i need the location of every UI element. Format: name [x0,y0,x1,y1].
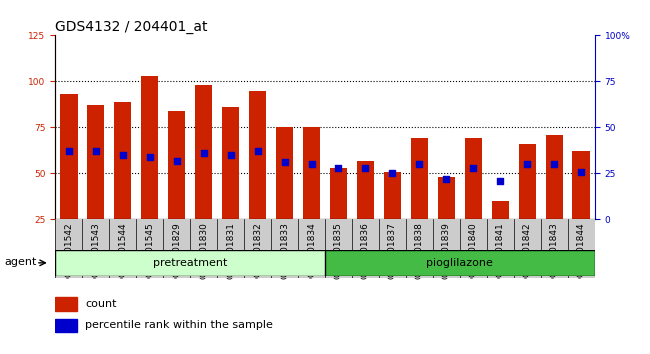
Point [333,165,344,171]
Point [64,149,74,154]
Bar [460,35,487,219]
Point [118,152,128,158]
Bar [244,35,271,219]
Bar [514,35,541,219]
Point [495,178,506,184]
Point [387,171,398,176]
Point [306,161,317,167]
Bar [357,161,374,219]
Bar [545,135,563,219]
Text: GSM201830: GSM201830 [199,222,208,277]
Text: GSM201839: GSM201839 [442,222,451,277]
Bar [298,35,325,219]
Bar [217,35,244,219]
Text: GDS4132 / 204401_at: GDS4132 / 204401_at [55,21,208,34]
Bar [55,319,77,332]
Point [280,160,290,165]
Text: pretreatment: pretreatment [153,258,228,268]
Point [252,149,263,154]
Text: GSM201545: GSM201545 [145,222,154,277]
Bar [384,172,401,219]
Text: GSM201842: GSM201842 [523,222,532,277]
Point [549,161,560,167]
Point [522,161,532,167]
Point [144,154,155,160]
Bar [519,144,536,219]
Bar [168,111,185,219]
Point [90,149,101,154]
Bar [303,127,320,219]
Text: percentile rank within the sample: percentile rank within the sample [85,320,273,331]
Bar [141,76,159,219]
Text: GSM201838: GSM201838 [415,222,424,277]
Text: GSM201833: GSM201833 [280,222,289,277]
Text: GSM201837: GSM201837 [388,222,397,277]
Point [576,169,586,175]
Point [172,158,182,164]
Bar [379,35,406,219]
Bar [249,91,266,219]
Text: GSM201543: GSM201543 [91,222,100,277]
Text: GSM201544: GSM201544 [118,222,127,277]
Bar [437,177,455,219]
Bar [271,35,298,219]
Point [414,161,424,167]
Bar [352,35,379,219]
Text: GSM201832: GSM201832 [253,222,262,277]
Point [226,152,236,158]
Text: count: count [85,299,116,309]
Bar [55,250,325,276]
Bar [222,107,239,219]
Bar [195,85,213,219]
Bar [190,35,217,219]
Bar [163,35,190,219]
Bar [55,297,77,311]
Point [360,165,370,171]
Bar [114,102,131,219]
Text: GSM201844: GSM201844 [577,222,586,277]
Bar [330,168,347,219]
Point [441,176,452,182]
Point [468,165,478,171]
Bar [568,35,595,219]
Bar [541,35,568,219]
Bar [573,152,590,219]
Bar [433,35,460,219]
Bar [109,35,136,219]
Bar [87,105,105,219]
Bar [325,35,352,219]
Bar [325,250,595,276]
Bar [406,35,433,219]
Text: GSM201542: GSM201542 [64,222,73,277]
Text: agent: agent [5,257,37,267]
Text: GSM201843: GSM201843 [550,222,559,277]
Text: pioglilazone: pioglilazone [426,258,493,268]
Text: GSM201834: GSM201834 [307,222,316,277]
Bar [276,127,293,219]
Text: GSM201831: GSM201831 [226,222,235,277]
Bar [82,35,109,219]
Text: GSM201829: GSM201829 [172,222,181,277]
Text: GSM201836: GSM201836 [361,222,370,277]
Bar [55,35,83,219]
Text: GSM201840: GSM201840 [469,222,478,277]
Bar [491,201,509,219]
Bar [60,94,77,219]
Bar [465,138,482,219]
Point [198,150,209,156]
Text: GSM201835: GSM201835 [334,222,343,277]
Bar [136,35,163,219]
Bar [411,138,428,219]
Bar [487,35,514,219]
Text: GSM201841: GSM201841 [496,222,505,277]
